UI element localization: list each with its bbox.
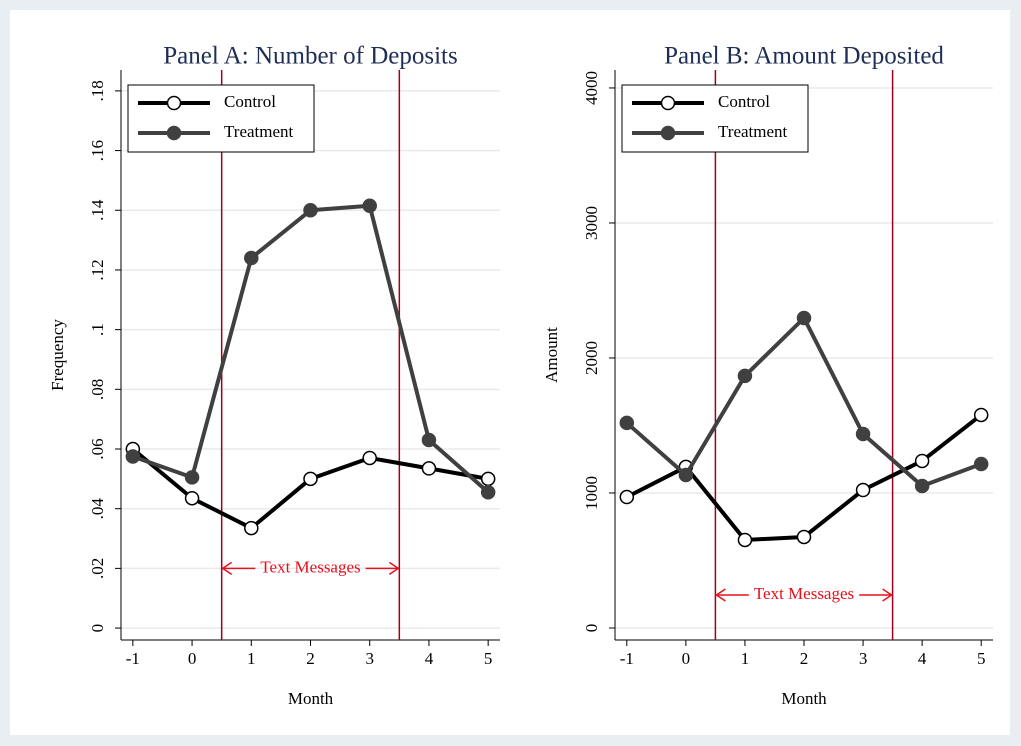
marker <box>973 407 989 423</box>
marker <box>184 490 200 506</box>
arrowhead <box>882 588 893 602</box>
marker <box>362 450 377 466</box>
x-axis-label: Month <box>781 689 827 708</box>
x-tick-label: 4 <box>918 649 927 668</box>
marker <box>973 456 989 472</box>
marker <box>737 368 753 384</box>
y-tick-label: 1000 <box>582 476 601 510</box>
marker <box>480 485 496 500</box>
x-tick-label: 1 <box>741 649 750 668</box>
marker <box>796 310 812 326</box>
marker <box>480 471 496 487</box>
marker <box>855 482 871 498</box>
x-tick-label: 4 <box>425 649 434 668</box>
x-tick-label: 0 <box>682 649 691 668</box>
legend-label: Treatment <box>718 122 788 141</box>
y-tick-label: 0 <box>88 624 107 633</box>
legend-box <box>621 84 809 153</box>
chart-title: Panel B: Amount Deposited <box>664 43 944 70</box>
legend-label: Control <box>718 92 770 111</box>
marker <box>737 532 753 548</box>
arrowhead <box>221 561 233 576</box>
y-tick-label: .02 <box>88 558 107 579</box>
annotation-text: Text Messages <box>260 557 360 576</box>
legend-marker <box>660 125 676 141</box>
y-tick-label: .16 <box>88 140 107 161</box>
marker <box>914 478 930 494</box>
x-tick-label: 2 <box>800 649 809 668</box>
y-tick-label: .06 <box>88 438 107 459</box>
x-tick-label: -1 <box>126 649 140 668</box>
marker <box>914 453 930 469</box>
x-tick-label: 2 <box>306 649 315 668</box>
marker <box>619 415 635 431</box>
y-axis-label: Frequency <box>48 319 67 391</box>
x-tick-label: 3 <box>365 649 374 668</box>
marker <box>796 529 812 545</box>
marker <box>125 449 141 464</box>
legend-box <box>127 84 315 153</box>
y-tick-label: .18 <box>88 80 107 101</box>
x-tick-label: 5 <box>484 649 493 668</box>
marker <box>244 250 259 266</box>
marker <box>362 198 377 214</box>
y-tick-label: 0 <box>582 624 601 633</box>
marker <box>421 432 437 448</box>
marker <box>619 489 635 505</box>
legend-label: Treatment <box>224 122 294 141</box>
marker <box>855 426 871 442</box>
y-tick-label: .14 <box>88 199 107 221</box>
marker <box>184 470 200 485</box>
y-tick-label: .12 <box>88 259 107 280</box>
marker <box>421 461 437 476</box>
x-tick-label: 0 <box>188 649 197 668</box>
marker <box>244 520 259 536</box>
arrowhead <box>388 561 400 576</box>
legend-marker <box>166 95 182 111</box>
annotation-text: Text Messages <box>754 584 854 603</box>
y-tick-label: 3000 <box>582 206 601 240</box>
x-tick-label: 3 <box>859 649 868 668</box>
legend-marker <box>166 125 182 141</box>
y-tick-label: .08 <box>88 379 107 400</box>
legend-label: Control <box>224 92 276 111</box>
legend-marker <box>660 95 676 111</box>
y-axis-label: Amount <box>542 327 561 383</box>
y-tick-label: .04 <box>88 498 107 520</box>
x-tick-label: 5 <box>977 649 986 668</box>
chart-title: Panel A: Number of Deposits <box>163 43 457 70</box>
y-tick-label: .1 <box>88 323 107 336</box>
x-tick-label: 1 <box>247 649 256 668</box>
y-tick-label: 4000 <box>582 71 601 105</box>
y-tick-label: 2000 <box>582 341 601 375</box>
marker <box>678 467 694 483</box>
marker <box>303 471 318 487</box>
x-tick-label: -1 <box>620 649 634 668</box>
marker <box>303 203 318 218</box>
x-axis-label: Month <box>288 689 334 708</box>
arrowhead <box>715 588 726 602</box>
